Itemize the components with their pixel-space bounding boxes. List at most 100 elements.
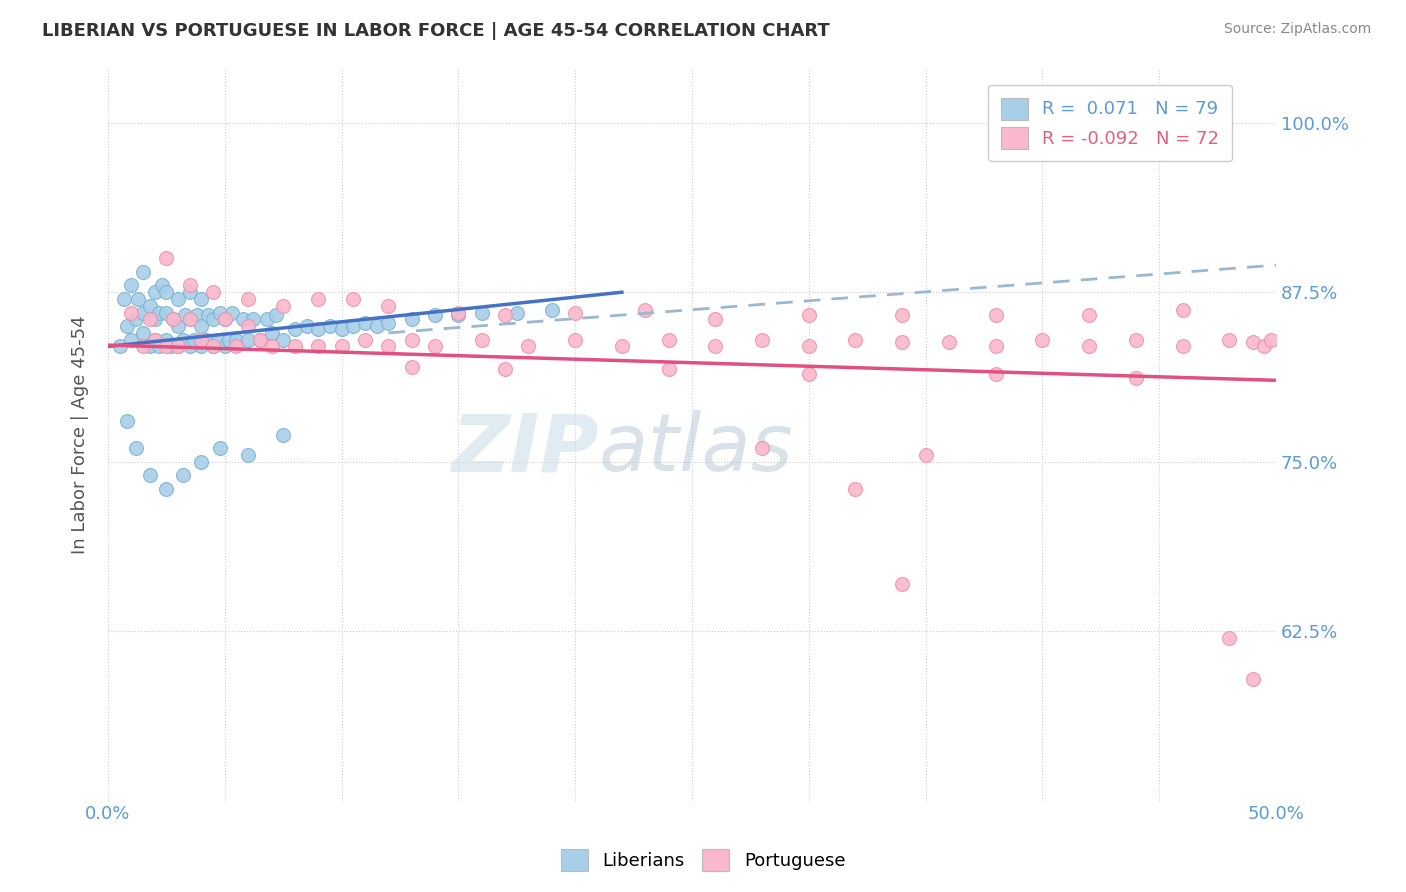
Point <box>797 308 820 322</box>
Point <box>209 305 232 319</box>
Point <box>209 441 232 455</box>
Text: LIBERIAN VS PORTUGUESE IN LABOR FORCE | AGE 45-54 CORRELATION CHART: LIBERIAN VS PORTUGUESE IN LABOR FORCE | … <box>42 22 830 40</box>
Point <box>195 333 218 347</box>
Point <box>132 305 155 319</box>
Point <box>214 312 236 326</box>
Point <box>139 339 162 353</box>
Point <box>271 299 294 313</box>
Point <box>162 312 184 326</box>
Point <box>401 333 423 347</box>
Point <box>225 333 247 347</box>
Point <box>190 333 212 347</box>
Point <box>202 312 225 326</box>
Point <box>256 312 278 326</box>
Point <box>115 319 138 334</box>
Point <box>221 305 243 319</box>
Point <box>658 362 681 376</box>
Point <box>108 339 131 353</box>
Point <box>155 339 177 353</box>
Legend: R =  0.071   N = 79, R = -0.092   N = 72: R = 0.071 N = 79, R = -0.092 N = 72 <box>988 85 1232 161</box>
Text: atlas: atlas <box>599 410 793 488</box>
Point <box>167 319 190 334</box>
Point <box>236 333 259 347</box>
Point <box>179 312 201 326</box>
Point <box>564 333 586 347</box>
Point <box>202 285 225 300</box>
Point <box>143 312 166 326</box>
Point <box>704 339 727 353</box>
Point <box>271 427 294 442</box>
Point <box>938 335 960 350</box>
Point <box>155 333 177 347</box>
Point <box>143 285 166 300</box>
Point <box>143 333 166 347</box>
Point <box>366 319 388 334</box>
Point <box>143 333 166 347</box>
Point <box>174 308 197 322</box>
Point <box>494 362 516 376</box>
Point <box>844 333 866 347</box>
Point <box>471 333 494 347</box>
Point <box>447 308 470 322</box>
Point <box>179 285 201 300</box>
Point <box>1031 333 1053 347</box>
Point <box>271 333 294 347</box>
Point <box>330 339 353 353</box>
Point <box>236 319 259 334</box>
Point <box>295 319 318 334</box>
Point <box>1125 333 1147 347</box>
Point <box>112 292 135 306</box>
Point <box>634 302 657 317</box>
Point <box>202 339 225 353</box>
Point <box>148 339 170 353</box>
Point <box>517 339 540 353</box>
Point <box>186 308 208 322</box>
Point <box>307 339 329 353</box>
Point <box>610 339 633 353</box>
Point <box>494 308 516 322</box>
Point <box>120 333 142 347</box>
Point <box>242 312 264 326</box>
Point <box>125 441 148 455</box>
Point <box>751 441 773 455</box>
Point <box>447 305 470 319</box>
Point <box>139 299 162 313</box>
Point <box>172 468 194 483</box>
Point <box>214 339 236 353</box>
Point <box>172 333 194 347</box>
Point <box>1253 339 1275 353</box>
Point <box>167 339 190 353</box>
Point <box>167 292 190 306</box>
Point <box>160 339 183 353</box>
Point <box>190 292 212 306</box>
Point <box>179 278 201 293</box>
Point <box>197 308 219 322</box>
Point <box>377 317 399 331</box>
Point <box>207 333 229 347</box>
Point <box>179 339 201 353</box>
Point <box>260 326 283 340</box>
Point <box>354 333 377 347</box>
Point <box>658 333 681 347</box>
Point <box>150 278 173 293</box>
Point <box>704 312 727 326</box>
Point <box>1260 333 1282 347</box>
Point <box>232 312 254 326</box>
Point <box>284 339 307 353</box>
Point <box>307 322 329 336</box>
Point <box>1218 631 1240 645</box>
Point <box>139 468 162 483</box>
Point <box>139 312 162 326</box>
Point <box>127 292 149 306</box>
Point <box>891 335 914 350</box>
Point <box>891 308 914 322</box>
Point <box>423 339 446 353</box>
Point <box>914 448 936 462</box>
Point <box>342 319 364 334</box>
Point <box>115 414 138 428</box>
Point <box>120 278 142 293</box>
Point <box>167 339 190 353</box>
Point <box>132 339 155 353</box>
Point <box>984 339 1007 353</box>
Point <box>564 305 586 319</box>
